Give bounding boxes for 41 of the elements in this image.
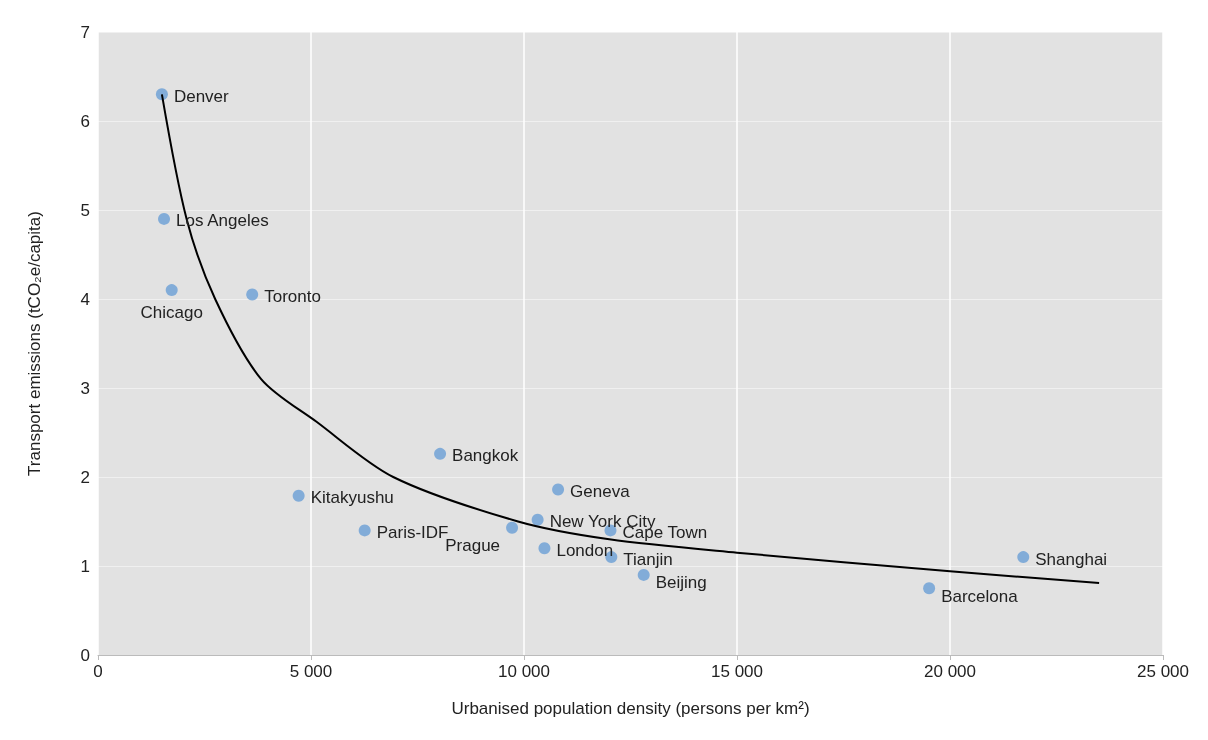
annotation: London: [556, 540, 614, 560]
y-tick-label: 4: [80, 289, 90, 309]
point: [552, 483, 565, 496]
point: [165, 284, 178, 297]
y-tick-label: 7: [80, 22, 90, 42]
x-tick-label: 20 000: [924, 662, 976, 681]
annotation: Tianjin: [623, 549, 673, 569]
annotation: Bangkok: [452, 446, 519, 466]
point: [246, 288, 259, 301]
y-tick-label: 0: [80, 645, 90, 665]
point: [358, 524, 371, 537]
y-tick-label: 1: [80, 556, 90, 576]
y-tick-label: 6: [80, 111, 90, 131]
annotation: Barcelona: [941, 586, 1019, 606]
y-tick-label: 3: [80, 378, 90, 398]
point: [531, 513, 544, 526]
point: [292, 489, 305, 502]
annotation: Toronto: [264, 287, 321, 307]
annotation: Prague: [445, 536, 501, 556]
point: [637, 568, 650, 581]
annotation: Kitakyushu: [310, 488, 394, 508]
point: [158, 212, 171, 225]
y-axis-title: Transport emissions (tCO₂e/capita): [25, 211, 44, 476]
point: [923, 582, 936, 595]
annotation: Beijing: [655, 573, 707, 593]
x-axis-title: Urbanised population density (persons per km²): [451, 699, 810, 718]
annotation: Shanghai: [1035, 549, 1108, 569]
y-tick-label: 2: [80, 467, 90, 487]
point: [506, 521, 519, 534]
x-tick-label: 15 000: [711, 662, 763, 681]
annotation: Denver: [173, 86, 230, 106]
x-tick-label: 0: [93, 662, 103, 681]
x-tick-label: 25 000: [1137, 662, 1189, 681]
point: [538, 542, 551, 555]
y-tick-label: 5: [80, 200, 90, 220]
x-tick-label: 5 000: [289, 662, 333, 681]
annotation: Geneva: [570, 481, 631, 501]
annotation: Chicago: [140, 302, 203, 322]
point: [434, 447, 447, 460]
point: [1017, 551, 1030, 564]
x-tick-label: 10 000: [498, 662, 550, 681]
